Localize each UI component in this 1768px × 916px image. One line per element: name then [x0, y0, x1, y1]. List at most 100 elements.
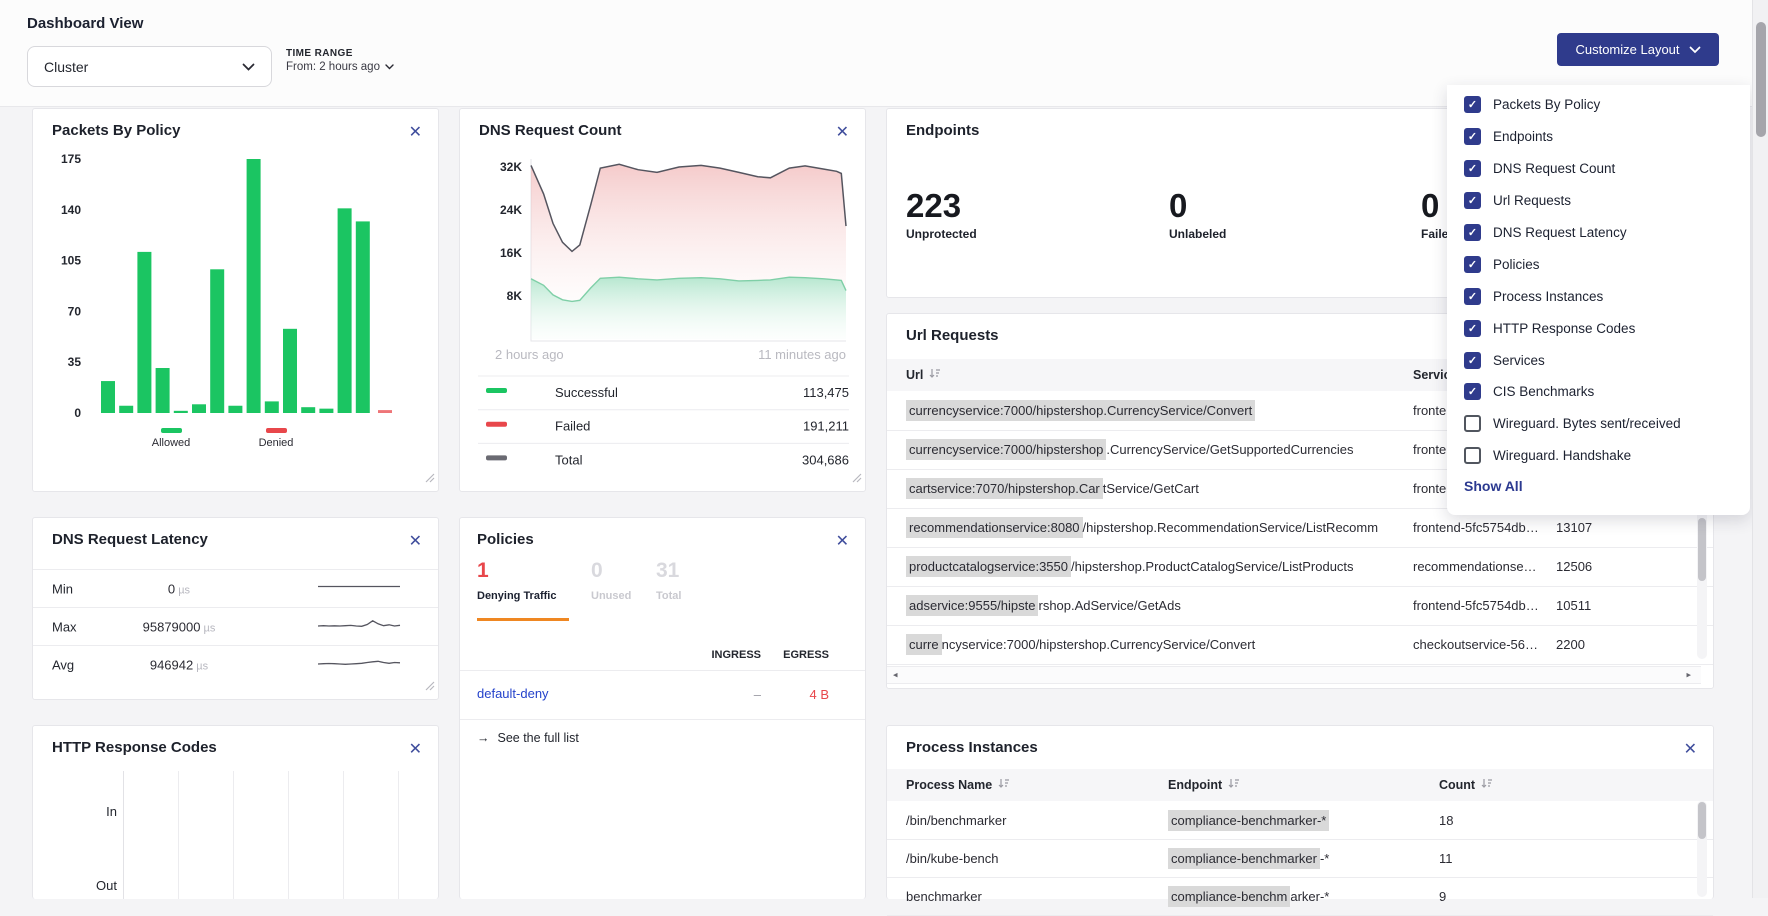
checkbox-checked-icon[interactable]: ✓ [1464, 160, 1481, 178]
panel-policies: Policies ✕ 1 Denying Traffic 0 Unused 31… [459, 517, 866, 899]
menu-item-url-requests[interactable]: ✓ Url Requests [1464, 185, 1750, 217]
column-header-process-name[interactable]: Process Name [906, 769, 1010, 801]
endpoint-cell: compliance-benchmarker-* [1168, 839, 1428, 877]
menu-item-process-instances[interactable]: ✓ Process Instances [1464, 280, 1750, 312]
process-table-row[interactable]: benchmarker compliance-benchm arker-* 9 [887, 877, 1713, 916]
menu-item-label: Policies [1493, 256, 1540, 272]
menu-item-endpoints[interactable]: ✓ Endpoints [1464, 121, 1750, 153]
menu-item-policies[interactable]: ✓ Policies [1464, 248, 1750, 280]
panel-title: DNS Request Count [479, 122, 622, 139]
process-table-row[interactable]: /bin/benchmarker compliance-benchmarker-*… [887, 801, 1713, 840]
column-header-count[interactable]: Count [1439, 769, 1493, 801]
show-all-link[interactable]: Show All [1464, 477, 1523, 494]
view-selector[interactable]: Cluster [27, 46, 272, 87]
menu-item-dns-request-count[interactable]: ✓ DNS Request Count [1464, 153, 1750, 185]
svg-text:Failed: Failed [555, 419, 590, 434]
url-cell: productcatalogservice:3550/hipstershop.P… [906, 547, 1406, 586]
menu-item-label: Services [1493, 352, 1545, 368]
menu-item-label: Wireguard. Handshake [1493, 448, 1632, 464]
close-icon[interactable]: ✕ [1683, 741, 1697, 758]
svg-text:105: 105 [61, 254, 81, 268]
scroll-right-icon[interactable]: ▸ [1686, 669, 1691, 680]
policy-name-link[interactable]: default-deny [477, 686, 549, 701]
url-table-horizontal-scrollbar[interactable]: ◂ ▸ [887, 666, 1701, 684]
checkbox-unchecked-icon[interactable] [1464, 415, 1481, 433]
close-icon[interactable]: ✕ [408, 741, 422, 758]
latency-stat-label: Max [52, 619, 77, 634]
close-icon[interactable]: ✕ [408, 124, 422, 141]
see-full-list-link[interactable]: → See the full list [477, 731, 579, 745]
panel-packets-by-policy: Packets By Policy ✕ 175 140 105 70 35 0 Allowe… [32, 108, 439, 492]
url-table-row[interactable]: productcatalogservice:3550/hipstershop.P… [887, 547, 1713, 587]
page-scrollbar[interactable] [1752, 0, 1768, 898]
dns-request-count-chart: 32K 24K 16K 8K 2 hours ago 11 minutes ago Succ… [478, 159, 849, 467]
page-scrollbar-thumb[interactable] [1755, 22, 1766, 137]
process-table-vertical-scrollbar[interactable] [1697, 801, 1707, 897]
menu-item-dns-request-latency[interactable]: ✓ DNS Request Latency [1464, 217, 1750, 249]
url-table-row[interactable]: recommendationservice:8080/hipstershop.R… [887, 508, 1713, 548]
row-label-in: In [106, 804, 117, 819]
close-icon[interactable]: ✕ [408, 533, 422, 550]
url-cell: cartservice:7070/hipstershop.Car tService… [906, 469, 1406, 508]
resize-handle-icon[interactable] [425, 470, 435, 488]
policy-row[interactable]: default-deny – 4 B [460, 670, 865, 720]
checkbox-checked-icon[interactable]: ✓ [1464, 128, 1481, 146]
packets-by-policy-chart: 175 140 105 70 35 0 Allowed Denied [61, 152, 392, 449]
column-header-ingress: INGRESS [711, 649, 761, 661]
count-cell: 2200 [1556, 637, 1585, 652]
column-header-url[interactable]: Url [906, 359, 941, 391]
menu-item-label: CIS Benchmarks [1493, 384, 1595, 400]
checkbox-checked-icon[interactable]: ✓ [1464, 351, 1481, 369]
checkbox-checked-icon[interactable]: ✓ [1464, 255, 1481, 273]
count-cell: 11 [1439, 850, 1453, 866]
checkbox-checked-icon[interactable]: ✓ [1464, 383, 1481, 401]
sort-icon [998, 778, 1010, 792]
checkbox-checked-icon[interactable]: ✓ [1464, 192, 1481, 210]
checkbox-unchecked-icon[interactable] [1464, 447, 1481, 465]
checkbox-checked-icon[interactable]: ✓ [1464, 96, 1481, 114]
menu-item-wireguard-handshake[interactable]: Wireguard. Handshake [1464, 440, 1750, 472]
svg-text:16K: 16K [500, 246, 522, 260]
menu-item-cis-benchmarks[interactable]: ✓ CIS Benchmarks [1464, 376, 1750, 408]
menu-item-services[interactable]: ✓ Services [1464, 344, 1750, 376]
menu-item-label: Endpoints [1493, 129, 1554, 145]
latency-stat-value: 95879000 µs [142, 619, 216, 634]
svg-text:140: 140 [61, 203, 81, 217]
tab-total[interactable]: 31 Total [656, 559, 682, 602]
tab-unused[interactable]: 0 Unused [591, 559, 632, 602]
panel-title: Process Instances [906, 739, 1038, 756]
url-table-vertical-scrollbar[interactable] [1697, 391, 1707, 659]
policy-egress-value: 4 B [809, 687, 829, 702]
service-cell: frontend-5fc5754db… [1413, 598, 1539, 613]
close-icon[interactable]: ✕ [835, 533, 849, 550]
panel-process-instances: Process Instances ✕ Process Name Endpoin… [886, 725, 1714, 916]
column-header-endpoint[interactable]: Endpoint [1168, 769, 1240, 801]
menu-item-packets-by-policy[interactable]: ✓ Packets By Policy [1464, 89, 1750, 121]
resize-handle-icon[interactable] [425, 678, 435, 696]
metric-unlabeled: 0 Unlabeled [1169, 187, 1227, 241]
svg-text:32K: 32K [500, 160, 522, 174]
url-cell: adservice:9555/hipste rshop.AdService/Get… [906, 586, 1406, 625]
scroll-left-icon[interactable]: ◂ [893, 669, 898, 680]
panel-title: Policies [477, 531, 534, 548]
time-range-value[interactable]: From: 2 hours ago [286, 61, 394, 73]
menu-item-wireguard-bytes-sent-received[interactable]: Wireguard. Bytes sent/received [1464, 408, 1750, 440]
sort-icon [1481, 778, 1493, 792]
count-cell: 13107 [1556, 520, 1593, 535]
process-table-row[interactable]: /bin/kube-bench compliance-benchmarker -* 1… [887, 839, 1713, 878]
policy-ingress-value: – [753, 687, 761, 702]
url-table-row[interactable]: adservice:9555/hipste rshop.AdService/Get… [887, 586, 1713, 626]
checkbox-checked-icon[interactable]: ✓ [1464, 224, 1481, 241]
checkbox-checked-icon[interactable]: ✓ [1464, 319, 1481, 337]
menu-item-label: Process Instances [1493, 288, 1604, 304]
latency-row: Avg 946942 µs [33, 645, 438, 683]
menu-item-http-response-codes[interactable]: ✓ HTTP Response Codes [1464, 312, 1750, 344]
close-icon[interactable]: ✕ [835, 124, 849, 141]
checkbox-checked-icon[interactable]: ✓ [1464, 287, 1481, 305]
count-cell: 12506 [1556, 559, 1593, 574]
tab-denying-traffic[interactable]: 1 Denying Traffic [477, 559, 557, 602]
resize-handle-icon[interactable] [852, 470, 862, 488]
customize-layout-button[interactable]: Customize Layout [1557, 33, 1719, 66]
